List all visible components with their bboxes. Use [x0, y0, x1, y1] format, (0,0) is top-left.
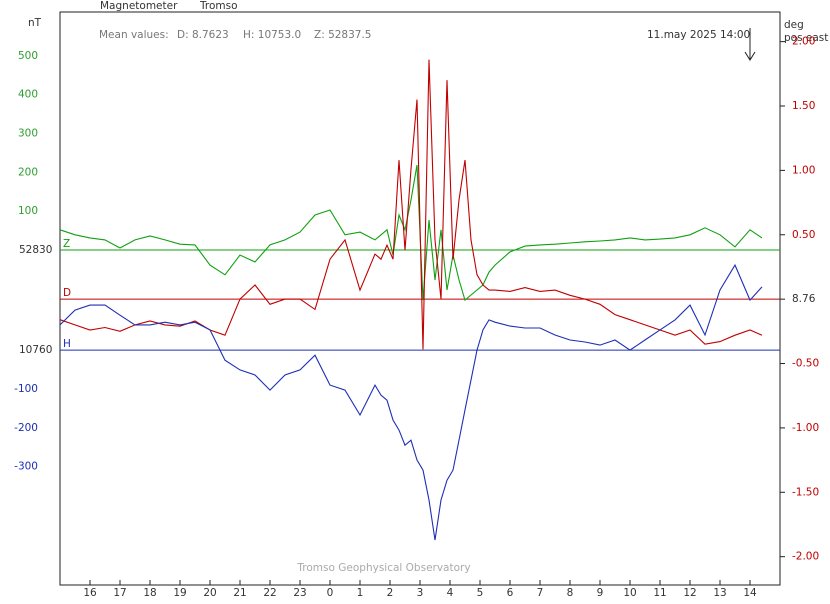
baseline-label: Z: [63, 238, 70, 250]
y-tick-label: 400: [18, 89, 38, 101]
chart-title: Magnetometer: [100, 0, 178, 12]
series-line: [59, 164, 763, 302]
y2-tick-label: -0.50: [792, 358, 819, 370]
x-tick-label: 6: [507, 587, 514, 599]
y-tick-label: 10760: [19, 344, 52, 356]
x-tick-label: 21: [233, 587, 246, 599]
x-tick-label: 16: [83, 587, 97, 599]
x-tick-label: 10: [623, 587, 636, 599]
x-tick-label: 0: [327, 587, 334, 599]
plot-frame: [59, 11, 781, 586]
x-tick-label: 8: [567, 587, 574, 599]
y-tick-label: 52830: [19, 244, 52, 256]
y2-tick-label: -1.00: [792, 422, 819, 434]
mean-value: D: 8.7623: [177, 29, 229, 41]
x-tick-label: 11: [653, 587, 666, 599]
mean-label: Mean values:: [99, 29, 169, 41]
now-arrow: [744, 28, 756, 61]
mean-value: H: 10753.0: [243, 29, 301, 41]
y2-tick-label: 2.00: [792, 36, 815, 48]
x-tick-label: 5: [477, 587, 484, 599]
y-tick-label: -300: [14, 461, 38, 473]
y2-tick-label: -1.50: [792, 486, 819, 498]
y-tick-label: 500: [18, 50, 38, 62]
x-tick-label: 12: [683, 587, 696, 599]
y-axis-label: nT: [28, 17, 42, 29]
y2-axis-label: deg: [784, 19, 804, 31]
y-tick-label: -200: [14, 422, 38, 434]
y2-tick-label: 1.00: [792, 164, 815, 176]
chart-subtitle: Tromso: [199, 0, 238, 12]
x-tick-label: 17: [113, 587, 126, 599]
x-tick-label: 18: [143, 587, 156, 599]
series-line: [59, 59, 763, 350]
x-tick-label: 9: [597, 587, 604, 599]
mean-value: Z: 52837.5: [314, 29, 372, 41]
x-tick-label: 19: [173, 587, 186, 599]
y-tick-label: 200: [18, 166, 38, 178]
credit: Tromso Geophysical Observatory: [296, 562, 470, 574]
y-tick-label: -100: [14, 383, 38, 395]
series-line: [59, 263, 763, 541]
x-tick-label: 4: [447, 587, 454, 599]
baseline-label: D: [63, 287, 71, 299]
x-tick-label: 2: [387, 587, 394, 599]
x-tick-label: 20: [203, 587, 216, 599]
x-tick-label: 22: [263, 587, 276, 599]
x-tick-label: 3: [417, 587, 424, 599]
y2-tick-label: -2.00: [792, 551, 819, 563]
x-tick-label: 13: [713, 587, 726, 599]
y-tick-label: 300: [18, 128, 38, 140]
y-tick-label: 100: [18, 205, 38, 217]
y2-tick-label: 0.50: [792, 229, 815, 241]
x-tick-label: 23: [293, 587, 306, 599]
x-tick-label: 7: [537, 587, 544, 599]
y2-axis-label: pos east: [784, 32, 828, 44]
y2-tick-label: 8.76: [792, 293, 816, 305]
x-tick-label: 1: [357, 587, 364, 599]
timestamp: 11.may 2025 14:00: [647, 29, 750, 41]
x-tick-label: 14: [743, 587, 757, 599]
baseline-label: H: [63, 338, 71, 350]
y2-tick-label: 1.50: [792, 100, 815, 112]
